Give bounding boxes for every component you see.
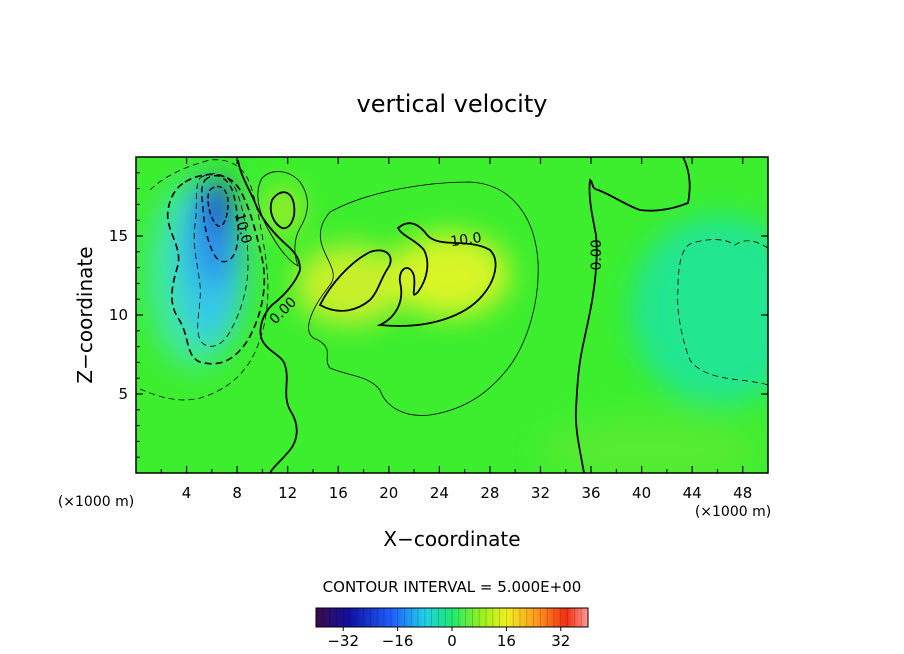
- contour-label: 10.0: [231, 211, 255, 245]
- x-tick-label: 16: [329, 484, 348, 502]
- colorbar: −32 −16 0 16 32: [315, 607, 589, 650]
- colorbar-tick-label: −32: [327, 632, 359, 650]
- x-axis: 4 8 12 16 20 24 28 32 36 40 44 48: [160, 157, 752, 502]
- z-tick-label: 5: [118, 385, 128, 403]
- colorbar-tick-label: −16: [382, 632, 414, 650]
- contour-plus10-small: [269, 191, 296, 230]
- contour-lines: [137, 157, 768, 473]
- contour-minus25: [207, 185, 229, 227]
- chart-title: vertical velocity: [357, 90, 548, 118]
- contour-label: 10.0: [449, 230, 482, 250]
- x-tick-label: 32: [531, 484, 550, 502]
- z-axis-title: Z−coordinate: [73, 246, 97, 383]
- colorbar-ticks: −32 −16 0 16 32: [327, 627, 570, 650]
- z-tick-label: 15: [109, 227, 128, 245]
- x-tick-label: 44: [683, 484, 702, 502]
- contour-plus5-large: [308, 181, 539, 416]
- contour-plus5-small: [257, 171, 308, 267]
- z-tick-label: 10: [109, 306, 128, 324]
- x-tick-label: 4: [182, 484, 192, 502]
- contour-interval-text: CONTOUR INTERVAL = 5.000E+00: [323, 578, 582, 596]
- x-tick-label: 28: [480, 484, 499, 502]
- shade-updraft-left: [295, 245, 405, 325]
- z-unit-label: (×1000 m): [58, 494, 134, 510]
- contour-zero-right: [574, 157, 691, 473]
- contour-minus5-right: [677, 239, 768, 386]
- shade-updraft-right: [390, 233, 510, 317]
- x-axis-title: X−coordinate: [383, 527, 520, 551]
- colorbar-tick-label: 32: [551, 632, 570, 650]
- contour-label: 0.00: [589, 239, 605, 270]
- contour-zero-left: [237, 159, 301, 473]
- colorbar-stripes: [315, 608, 589, 627]
- colorbar-gradient: [316, 608, 588, 627]
- plot-area: [136, 157, 768, 473]
- x-tick-label: 36: [581, 484, 600, 502]
- contour-minus10: [166, 173, 266, 365]
- shade-bottom-right: [540, 415, 760, 473]
- colorbar-tick-label: 16: [497, 632, 516, 650]
- x-tick-label: 12: [278, 484, 297, 502]
- x-tick-label: 20: [379, 484, 398, 502]
- contour-plus10-left-lobe: [318, 249, 392, 312]
- shade-downdraft-core: [205, 177, 229, 233]
- contour-minus5-outer: [137, 159, 269, 401]
- contour-plus10-right-lobe: [376, 222, 497, 327]
- x-tick-label: 40: [632, 484, 651, 502]
- x-tick-label: 8: [232, 484, 242, 502]
- x-tick-label: 24: [430, 484, 449, 502]
- colorbar-tick-label: 0: [447, 632, 457, 650]
- x-tick-label: 48: [733, 484, 752, 502]
- z-axis: 5 10 15: [109, 172, 768, 458]
- shade-right-region: [630, 215, 768, 405]
- x-unit-label: (×1000 m): [695, 504, 771, 520]
- contour-minus20: [201, 175, 239, 263]
